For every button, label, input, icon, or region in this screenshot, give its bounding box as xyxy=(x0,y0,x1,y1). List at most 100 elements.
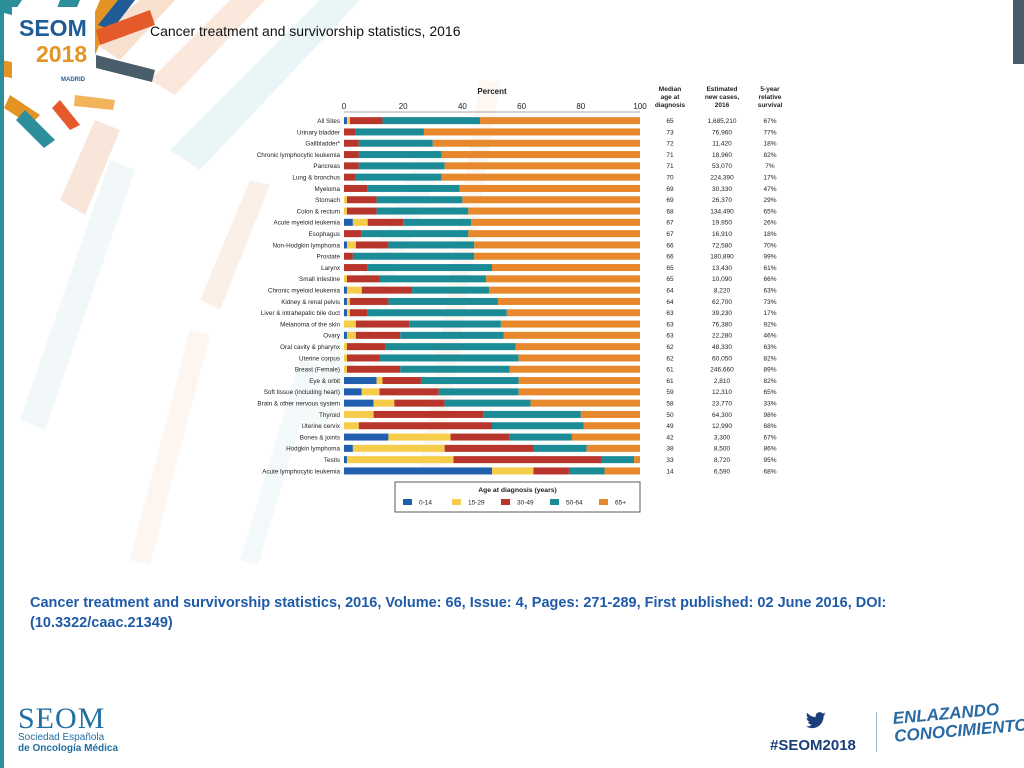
legend-label: 15-29 xyxy=(468,500,485,507)
bar-segment xyxy=(344,388,362,396)
bar-segment xyxy=(344,456,347,464)
bar-segment xyxy=(400,331,504,339)
legend-label: 65+ xyxy=(615,500,626,507)
row-label: Eye & orbit xyxy=(309,378,340,385)
bar-segment xyxy=(382,117,481,125)
survival-value: 68% xyxy=(763,423,776,430)
logo-text-city: MADRID xyxy=(61,77,85,83)
bar-segment xyxy=(361,230,469,238)
survival-value: 26% xyxy=(763,220,776,227)
bar-segment xyxy=(344,286,347,294)
survival-value: 89% xyxy=(763,367,776,374)
bar-segment xyxy=(474,252,640,260)
survival-value: 82% xyxy=(763,355,776,362)
row-label: Acute myeloid leukemia xyxy=(274,220,341,227)
bar-segment xyxy=(352,218,368,226)
figure-caption: Cancer treatment and survivorship statis… xyxy=(30,595,887,631)
bar-segment xyxy=(444,444,534,452)
row-label: Esophagus xyxy=(308,231,340,238)
bar-segment xyxy=(344,309,347,317)
bar-segment xyxy=(518,388,640,396)
bar-segment xyxy=(634,456,640,464)
bar-segment xyxy=(344,117,347,125)
median-age-value: 42 xyxy=(666,434,674,441)
hashtag-link[interactable]: #SEOM2018 xyxy=(770,737,856,754)
bar-segment xyxy=(492,422,584,430)
bar-segment xyxy=(349,309,368,317)
bar-segment xyxy=(468,207,640,215)
legend-label: 50-64 xyxy=(566,500,583,507)
bar-segment xyxy=(346,241,356,249)
survival-value: 82% xyxy=(763,378,776,385)
bar-segment xyxy=(474,241,640,249)
twitter-icon[interactable] xyxy=(805,712,827,730)
survival-value: 99% xyxy=(763,254,776,261)
bar-segment xyxy=(376,377,383,385)
survival-value: 65% xyxy=(763,389,776,396)
bar-segment xyxy=(385,343,516,351)
new-cases-value: 12,990 xyxy=(712,423,732,430)
new-cases-value: 3,300 xyxy=(714,434,731,441)
median-age-value: 67 xyxy=(666,231,674,238)
column-header-median-age: age at xyxy=(661,94,681,101)
bar-segment xyxy=(379,275,487,283)
new-cases-value: 246,660 xyxy=(710,367,734,374)
median-age-value: 63 xyxy=(666,310,674,317)
bar-segment xyxy=(344,399,374,407)
survival-value: 67% xyxy=(763,434,776,441)
bar-segment xyxy=(515,343,640,351)
bar-segment xyxy=(444,162,640,170)
bar-segment xyxy=(394,399,445,407)
legend-swatch xyxy=(599,499,608,505)
bar-segment xyxy=(509,365,640,373)
bar-segment xyxy=(580,410,640,418)
bar-segment xyxy=(492,264,640,272)
bar-segment xyxy=(346,196,377,204)
bar-segment xyxy=(432,139,640,147)
logo-text-seom: SEOM xyxy=(19,15,87,41)
bar-segment xyxy=(344,184,368,192)
new-cases-value: 180,890 xyxy=(710,254,734,261)
bar-segment xyxy=(344,467,492,475)
bar-segment xyxy=(388,241,475,249)
bar-segment xyxy=(379,388,439,396)
median-age-value: 62 xyxy=(666,344,674,351)
survival-value: 98% xyxy=(763,412,776,419)
bar-segment xyxy=(376,196,463,204)
new-cases-value: 11,420 xyxy=(712,141,732,148)
bar-segment xyxy=(444,399,531,407)
row-label: Small intestine xyxy=(299,276,340,283)
bar-segment xyxy=(355,331,401,339)
bar-segment xyxy=(518,377,640,385)
bar-segment xyxy=(533,467,569,475)
bar-segment xyxy=(358,139,433,147)
survival-value: 68% xyxy=(763,468,776,475)
row-label: Chronic myeloid leukemia xyxy=(268,287,341,294)
new-cases-value: 39,230 xyxy=(712,310,732,317)
bar-segment xyxy=(601,456,635,464)
bar-segment xyxy=(355,320,410,328)
bar-segment xyxy=(568,467,605,475)
bar-segment xyxy=(355,128,424,136)
new-cases-value: 6,590 xyxy=(714,468,731,475)
row-label: Larynx xyxy=(321,265,341,272)
new-cases-value: 26,370 xyxy=(712,197,732,204)
median-age-value: 61 xyxy=(666,378,674,385)
bar-segment xyxy=(344,365,347,373)
survival-value: 33% xyxy=(763,400,776,407)
row-label: Oral cavity & pharynx xyxy=(280,344,341,351)
bar-segment xyxy=(509,433,572,441)
survival-value: 17% xyxy=(763,174,776,181)
bar-segment xyxy=(441,151,640,159)
bar-segment xyxy=(346,331,356,339)
bar-segment xyxy=(358,162,445,170)
bar-segment xyxy=(468,230,640,238)
row-label: Testis xyxy=(324,457,340,464)
new-cases-value: 12,310 xyxy=(712,389,732,396)
bar-segment xyxy=(358,151,442,159)
bar-segment xyxy=(376,207,469,215)
bar-segment xyxy=(586,444,640,452)
median-age-value: 63 xyxy=(666,321,674,328)
survival-value: 66% xyxy=(763,276,776,283)
